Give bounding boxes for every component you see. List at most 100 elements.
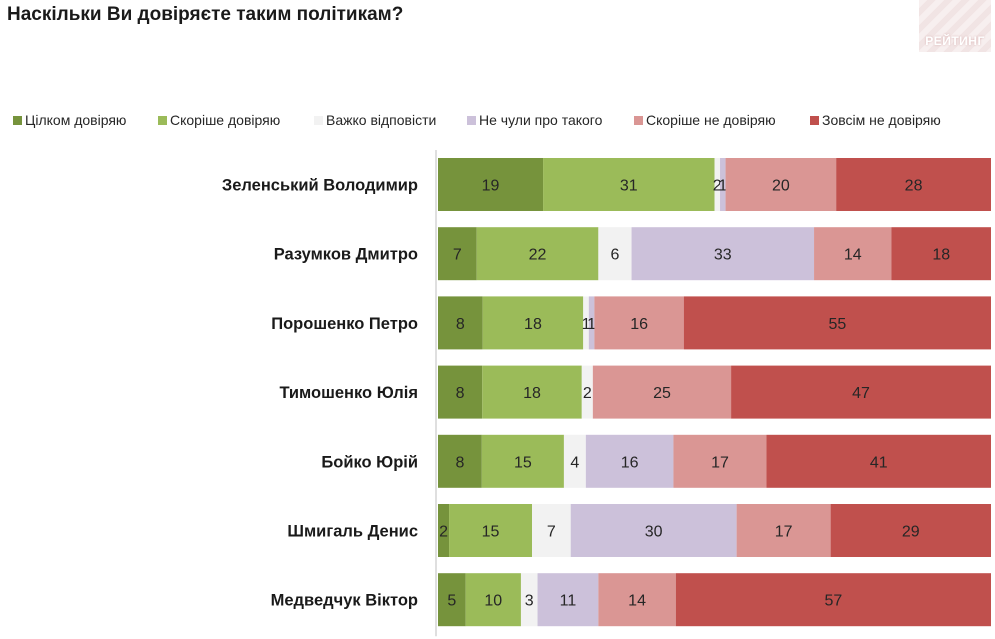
bar-segment	[675, 573, 991, 627]
data-label: 1	[587, 316, 596, 333]
data-label: 5	[447, 593, 456, 610]
data-label: 8	[456, 316, 465, 333]
category-label: Медведчук Віктор	[271, 592, 418, 610]
bar-segment	[830, 504, 991, 557]
data-label: 18	[524, 316, 542, 333]
bar-segment	[482, 296, 584, 350]
category-label: Шмигаль Денис	[287, 523, 418, 541]
bar-segment	[570, 504, 737, 557]
data-label: 4	[570, 454, 579, 471]
data-label: 14	[844, 247, 862, 264]
bar-segment	[449, 504, 533, 557]
bar-segment	[836, 158, 991, 211]
data-label: 25	[653, 385, 671, 402]
legend-label: Важко відповісти	[326, 112, 436, 128]
legend-label: Не чули про такого	[479, 112, 603, 128]
data-label: 28	[905, 178, 923, 195]
legend-swatch	[810, 116, 819, 125]
data-label: 19	[482, 178, 500, 195]
bar-segment	[720, 158, 726, 211]
data-label: 1	[718, 178, 727, 195]
bar-segment	[731, 365, 991, 419]
bar-segment	[592, 365, 732, 419]
bar-segment	[537, 573, 599, 627]
bar-segment	[714, 158, 721, 211]
bar-segment	[482, 365, 582, 419]
data-label: 1	[582, 316, 591, 333]
bar-segment	[891, 227, 991, 281]
category-label: Тимошенко Юлія	[279, 384, 418, 402]
data-label: 2	[439, 524, 448, 541]
legend-swatch	[158, 116, 167, 125]
data-label: 22	[529, 247, 547, 264]
data-label: 15	[514, 454, 532, 471]
category-label: Разумков Дмитро	[274, 246, 418, 264]
logo-text: РЕЙТИНГ	[925, 34, 985, 48]
bar-segment	[438, 504, 450, 557]
bar-segment	[725, 158, 837, 211]
legend-label: Скоріше не довіряю	[646, 112, 776, 128]
bar-segment	[520, 573, 538, 627]
bar-segment	[588, 296, 595, 350]
legend: Цілком довіряю Скоріше довіряю Важко відпо…	[13, 112, 941, 128]
bar-segment	[543, 158, 715, 211]
data-label: 20	[772, 178, 790, 195]
bar-segment	[581, 365, 593, 419]
bars: 19 31 21 20 287 22 6 33 14 188 18 11 16 558 18 2 25 478 15…	[438, 158, 991, 627]
data-label: 16	[630, 316, 648, 333]
data-label: 31	[620, 178, 638, 195]
data-label: 14	[628, 593, 646, 610]
legend-swatch	[467, 116, 476, 125]
category-label: Бойко Юрій	[321, 453, 418, 471]
bar-segment	[673, 434, 767, 488]
data-label: 41	[870, 454, 888, 471]
data-label: 6	[611, 247, 620, 264]
data-label: 10	[484, 593, 502, 610]
rating-logo: РЕЙТИНГ	[919, 0, 991, 52]
bar-segment	[598, 573, 676, 627]
legend-swatch	[634, 116, 643, 125]
bar-segment	[594, 296, 684, 350]
bar-segment	[438, 365, 483, 419]
legend-swatch	[13, 116, 22, 125]
data-label: 3	[525, 593, 534, 610]
bar-segment	[585, 434, 674, 488]
data-label: 8	[456, 385, 465, 402]
data-label: 33	[714, 247, 732, 264]
bar-segment	[683, 296, 991, 350]
data-label: 16	[621, 454, 639, 471]
bar-segment	[465, 573, 521, 627]
bar-segment	[438, 296, 483, 350]
data-label: 2	[713, 178, 722, 195]
bar-segment	[814, 227, 892, 281]
data-label: 2	[583, 385, 592, 402]
data-label: 7	[453, 247, 462, 264]
data-label: 8	[455, 454, 464, 471]
legend-label: Цілком довіряю	[25, 112, 126, 128]
data-label: 30	[645, 524, 663, 541]
data-label: 29	[902, 524, 920, 541]
chart-title: Наскільки Ви довіряєте таким політикам?	[7, 4, 404, 25]
data-label: 17	[775, 524, 793, 541]
bar-segment	[438, 227, 477, 281]
category-labels: Зеленський Володимир Разумков Дмитро Порош…	[222, 177, 418, 610]
legend-swatch	[314, 116, 323, 125]
bar-segment	[438, 158, 544, 211]
data-label: 17	[711, 454, 729, 471]
data-label: 18	[523, 385, 541, 402]
bar-segment	[476, 227, 599, 281]
legend-label: Скоріше довіряю	[170, 112, 280, 128]
data-label: 57	[824, 593, 842, 610]
data-label: 7	[547, 524, 556, 541]
bar-segment	[532, 504, 571, 557]
data-label: 15	[482, 524, 500, 541]
data-label: 18	[932, 247, 950, 264]
data-label: 11	[560, 593, 577, 610]
bar-segment	[438, 573, 466, 627]
bar-segment	[481, 434, 564, 488]
data-label: 47	[852, 385, 870, 402]
bar-segment	[766, 434, 991, 488]
bar-segment	[598, 227, 632, 281]
bar-segment	[438, 434, 482, 488]
